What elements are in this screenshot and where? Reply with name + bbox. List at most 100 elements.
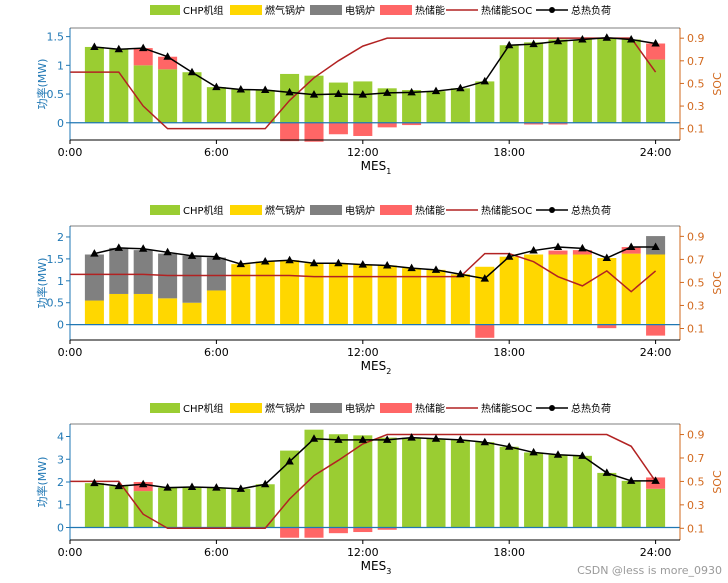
bar-gas (231, 264, 251, 325)
legend-swatch-gas (230, 205, 262, 215)
bar-chp (328, 82, 348, 123)
bar-storage (377, 527, 397, 530)
bar-gas (548, 254, 568, 325)
load-marker (627, 476, 636, 484)
load-marker (139, 43, 148, 52)
load-marker (431, 434, 441, 442)
x-tick-label: 12:00 (347, 346, 379, 359)
bar-chp (426, 91, 446, 123)
bar-chp (621, 39, 641, 123)
x-tick-label: 0:00 (58, 146, 83, 159)
bar-gas (426, 269, 446, 325)
bar-storage (353, 527, 373, 533)
y-right-axis-label: SOC (711, 271, 724, 295)
bar-gas (255, 261, 275, 325)
load-line (94, 37, 656, 96)
legend-label-soc: 热储能SOC (481, 4, 532, 17)
bar-storage (475, 324, 495, 338)
bar-chp (109, 486, 129, 528)
bar-storage (280, 122, 300, 142)
bar-elec (182, 255, 202, 303)
load-marker (212, 252, 221, 260)
bar-gas (475, 266, 495, 325)
bar-gas (109, 293, 129, 325)
legend-swatch-gas (230, 403, 262, 413)
legend-label-chp: CHP机组 (183, 4, 224, 17)
load-marker (553, 36, 563, 45)
x-tick-label: 0:00 (58, 346, 83, 359)
bar-chp (109, 49, 129, 123)
load-marker (358, 260, 367, 268)
bar-chp (572, 455, 592, 528)
bar-chp (231, 488, 251, 528)
y-right-tick-label: 0.5 (687, 475, 705, 488)
load-marker (651, 476, 660, 484)
load-marker (114, 481, 123, 490)
bar-storage (353, 122, 373, 136)
load-marker (90, 42, 99, 50)
bar-gas (646, 254, 666, 325)
legend-swatch-chp (150, 5, 180, 15)
bar-chp (646, 488, 666, 528)
y-tick-label: 0 (57, 521, 64, 534)
load-marker (187, 251, 197, 259)
soc-line (70, 252, 657, 293)
bar-chp (450, 439, 470, 528)
bar-elec (109, 247, 129, 294)
y-right-tick-label: 0.1 (687, 123, 705, 136)
load-marker (358, 435, 367, 443)
y-tick-label: 0.5 (47, 88, 65, 101)
legend-label-gas: 燃气锅炉 (265, 204, 305, 217)
bar-gas (597, 258, 617, 325)
legend-swatch-chp (150, 205, 180, 215)
legend-label-storage: 热储能 (415, 4, 445, 17)
x-tick-label: 24:00 (640, 546, 672, 559)
legend-label-elec: 电锅炉 (345, 204, 375, 217)
y-right-tick-label: 0.1 (687, 522, 705, 535)
load-marker (407, 87, 416, 96)
bar-chp (426, 438, 446, 528)
load-marker (578, 34, 587, 43)
bar-chp (206, 87, 226, 123)
load-marker (139, 479, 148, 488)
y-tick-label: 1 (57, 275, 64, 288)
legend-swatch-storage (380, 205, 412, 215)
chart-panel-3: CHP机组 燃气锅炉 电锅炉 热储能 热储能SOC 总热负荷 0 1 2 3 4 0.1 0.3 0.5 0… (35, 402, 724, 576)
bar-chp (280, 450, 300, 528)
load-marker (139, 244, 148, 252)
y-tick-label: 1.5 (47, 253, 65, 266)
load-marker (578, 451, 587, 459)
legend-swatch-elec (310, 5, 342, 15)
bar-chp (353, 81, 373, 123)
bar-chp (84, 483, 104, 528)
y-right-tick-label: 0.5 (687, 77, 705, 90)
bar-gas (524, 254, 544, 325)
bar-storage (402, 122, 422, 126)
bar-elec (133, 250, 153, 294)
x-tick-label: 6:00 (204, 146, 229, 159)
bar-storage (280, 527, 300, 538)
bar-chp (548, 39, 568, 123)
bar-storage (328, 122, 348, 135)
bar-storage (572, 250, 592, 255)
bar-chp (158, 69, 178, 123)
x-axis-label: MES2 (361, 359, 392, 376)
legend-swatch-chp (150, 403, 180, 413)
legend-marker-load (549, 207, 555, 213)
bar-chp (304, 75, 324, 123)
load-marker (309, 90, 319, 98)
bar-chp (597, 37, 617, 123)
bar-gas (328, 263, 348, 325)
load-marker (651, 39, 660, 47)
load-marker (383, 435, 392, 443)
x-tick-label: 18:00 (493, 146, 525, 159)
bar-chp (304, 429, 324, 528)
x-tick-label: 12:00 (347, 146, 379, 159)
y-right-tick-label: 0.9 (687, 429, 705, 442)
y-right-tick-label: 0.7 (687, 253, 705, 266)
y-tick-label: 4 (57, 431, 64, 444)
load-marker (480, 76, 489, 85)
load-marker (456, 269, 465, 278)
y-tick-label: 0 (57, 117, 64, 130)
load-marker (236, 259, 245, 268)
